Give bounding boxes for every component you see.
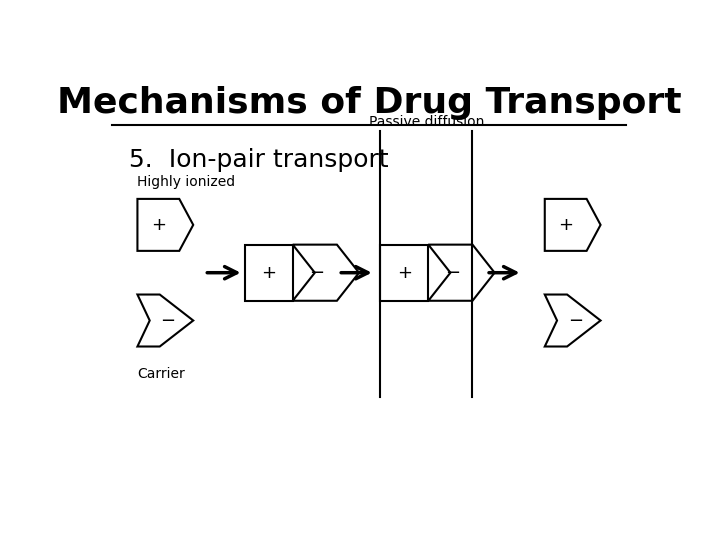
Polygon shape [380,245,428,301]
Text: −: − [161,312,176,329]
Text: +: + [397,264,412,282]
Text: Passive diffusion: Passive diffusion [369,115,484,129]
Polygon shape [138,294,193,347]
Polygon shape [138,199,193,251]
Polygon shape [293,245,359,301]
Text: Highly ionized: Highly ionized [138,174,235,188]
Text: +: + [558,216,573,234]
Text: +: + [151,216,166,234]
Text: −: − [310,264,325,282]
Text: 5.  Ion-pair transport: 5. Ion-pair transport [129,148,389,172]
Polygon shape [428,245,495,301]
Polygon shape [545,199,600,251]
Text: −: − [445,264,460,282]
Text: +: + [261,264,276,282]
Polygon shape [245,245,293,301]
Text: −: − [568,312,583,329]
Text: Mechanisms of Drug Transport: Mechanisms of Drug Transport [57,85,681,119]
Text: Carrier: Carrier [138,367,185,381]
Polygon shape [545,294,600,347]
